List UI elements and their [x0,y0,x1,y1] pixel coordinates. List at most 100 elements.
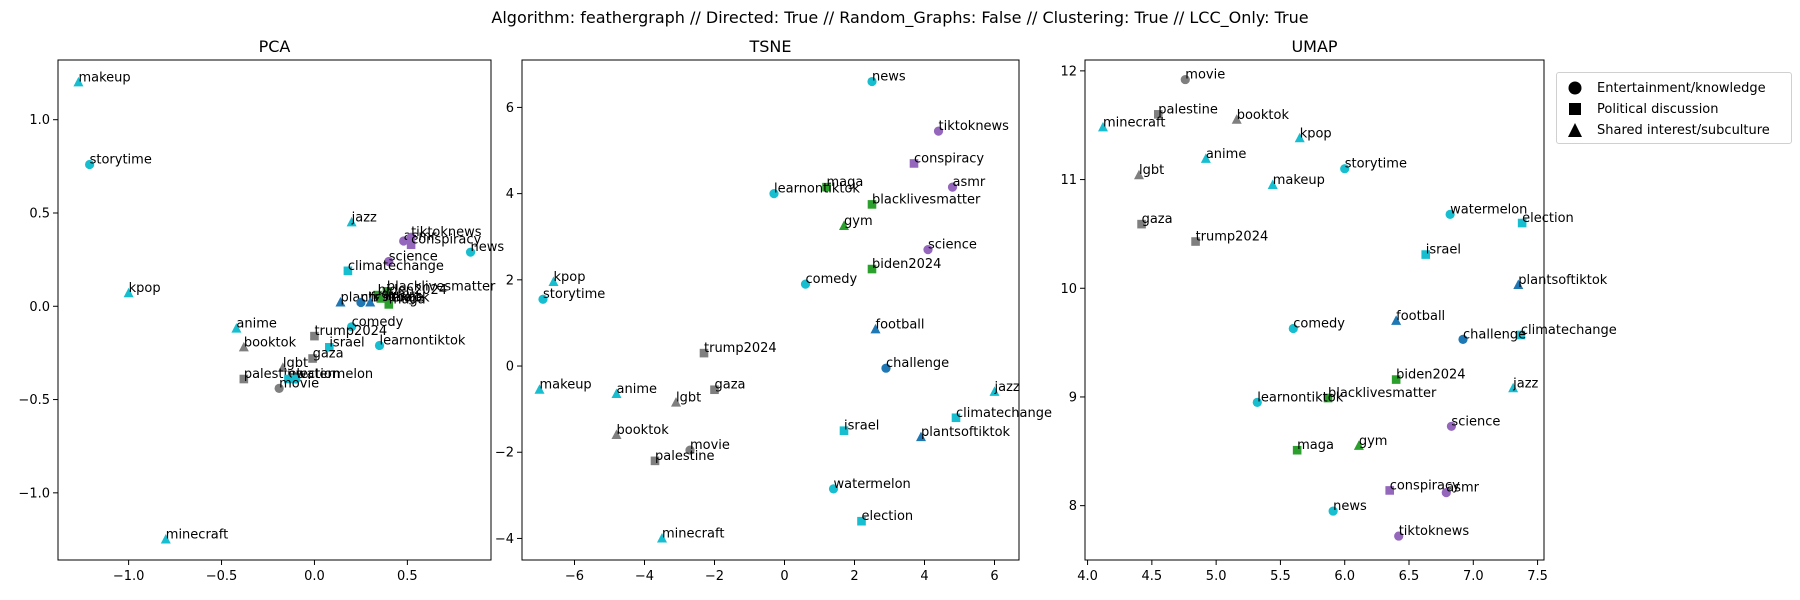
point-minecraft-label: minecraft [1103,115,1165,130]
point-tiktoknews-label: tiktoknews [411,225,482,240]
point-minecraft-marker [1098,121,1108,132]
x-tick-label: 6.5 [1399,569,1420,584]
point-minecraft-label: minecraft [166,527,228,542]
point-gym-marker [1353,440,1364,450]
point-news-label: news [872,70,906,85]
point-anime-marker [611,388,622,399]
point-football-marker [1391,315,1402,325]
point-movie-marker [685,445,695,455]
axes-frame [57,59,492,561]
point-movie-marker [1180,74,1190,85]
x-tick-label: 4 [920,569,928,584]
x-tick-label: −1.0 [113,569,145,584]
point-learnontiktok-label: learnontiktok [774,182,860,197]
point-lgbt-marker [277,362,288,372]
point-election-label: election [288,367,340,382]
point-plantsoftiktok-marker [1513,279,1524,289]
point-booktok-label: booktok [1237,108,1290,123]
point-lgbt-marker [671,397,681,407]
point-challenge-label: challenge [886,356,949,371]
point-news-marker [465,247,476,257]
point-watermelon-label: watermelon [834,477,911,492]
point-comedy-label: comedy [1293,316,1345,331]
point-gaza-marker [1137,219,1146,229]
x-tick-label: −0.5 [206,569,238,584]
point-election-label: election [862,509,914,524]
axes-frame [521,59,1020,561]
point-palestine-label: palestine [655,449,715,464]
point-election-label: election [1522,211,1574,226]
point-blacklivesmatter-marker [867,200,877,209]
y-tick-label: −1.0 [18,486,50,501]
x-tick-label: 6 [990,569,998,584]
point-blacklivesmatter-label: blacklivesmatter [872,192,981,207]
point-anime-marker [231,323,242,333]
point-gaza-label: gaza [1142,212,1173,227]
point-news-marker [1328,506,1338,516]
x-tick-label: 5.5 [1270,569,1291,584]
point-biden2024-label: biden2024 [1396,368,1465,383]
point-tiktoknews-label: tiktoknews [939,119,1010,134]
point-maga-label: maga [389,292,426,307]
point-climatechange-marker [1516,330,1526,340]
y-tick-label: 1.0 [29,113,50,128]
point-booktok-marker [238,341,249,352]
point-news-label: news [471,240,505,255]
x-tick-label: 6.0 [1334,569,1355,584]
point-learnontiktok-marker [374,340,385,351]
plot-title: PCA [259,37,291,56]
point-climatechange-marker [951,413,961,423]
y-tick-label: −4 [495,532,514,547]
point-conspiracy-label: conspiracy [914,151,984,166]
point-israel-label: israel [1426,243,1461,258]
point-maga-label: maga [1297,438,1334,453]
legend-triangle-marker [1568,123,1582,137]
point-election-marker [857,516,866,526]
point-kpop-label: kpop [554,270,586,285]
point-gaza-label: gaza [715,378,746,393]
point-watermelon-marker [1445,209,1455,219]
point-israel-label: israel [844,419,879,434]
plot-umap: UMAP 4.0 4.5 5.0 5.5 6.0 6.5 7.0 7.5 8 9 10 11 12 movi… [1060,37,1616,584]
x-tick-label: 0.5 [397,569,418,584]
y-tick-label: 0.5 [29,206,50,221]
x-tick-label: −2 [705,569,724,584]
plot-tsne: TSNE −6 −4 −2 0 2 4 6 −4 −2 0 2 4 6 news tiktoknews cons… [495,37,1052,584]
point-asmr-marker [399,236,409,246]
point-storytime-label: storytime [90,152,152,167]
legend-item-entertainment: Entertainment/knowledge [1567,77,1766,99]
point-movie-marker [274,383,284,393]
point-booktok-label: booktok [617,423,670,438]
point-israel-label: israel [329,335,364,350]
point-watermelon-label: watermelon [1450,202,1527,217]
point-conspiracy-marker [909,159,919,168]
point-challenge-marker [1458,334,1468,344]
point-gym-marker [839,220,849,230]
point-trump2024-label: trump2024 [314,324,387,339]
point-minecraft-marker [160,533,171,544]
x-tick-label: −6 [565,569,584,584]
point-asmr-label: asmr [953,175,986,190]
legend-label: Entertainment/knowledge [1597,80,1766,96]
point-kpop-label: kpop [129,281,161,296]
point-israel-marker [325,343,334,352]
point-gym-marker [376,293,387,303]
x-tick-label: −4 [635,569,654,584]
point-trump2024-marker [310,331,319,341]
legend-circle-marker [1568,81,1582,95]
x-tick-label: 7.0 [1463,569,1484,584]
point-storytime-marker [84,159,95,170]
point-football-marker [870,323,881,334]
point-anime-label: anime [1206,147,1246,162]
point-conspiracy-marker [406,240,416,250]
point-biden2024-marker [1391,375,1401,384]
point-makeup-marker [1267,179,1278,189]
x-tick-label: 0.0 [304,569,325,584]
point-comedy-marker [1288,323,1298,334]
point-jazz-marker [989,386,1000,396]
point-science-label: science [1451,414,1500,429]
point-gaza-label: gaza [313,347,344,362]
point-movie-label: movie [279,376,319,391]
point-plantsoftiktok-label: plantsoftiktok [921,425,1011,440]
